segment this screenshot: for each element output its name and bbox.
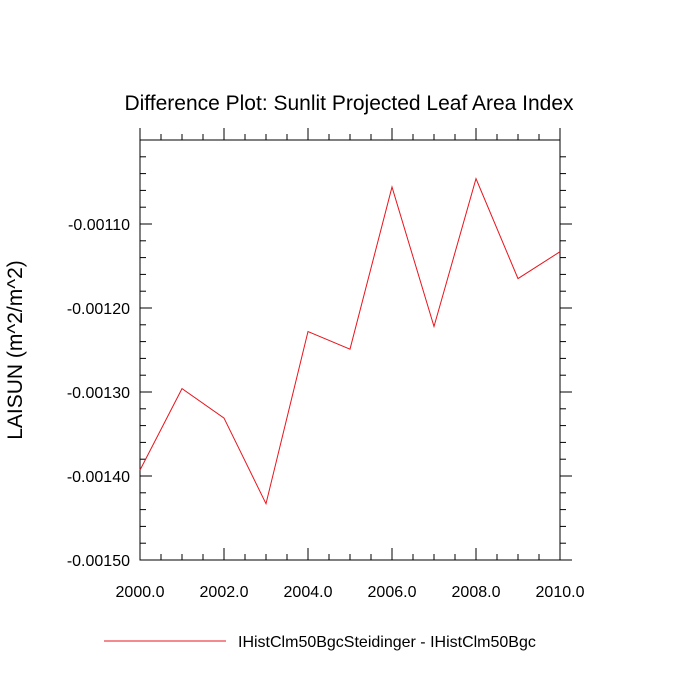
legend: IHistClm50BgcSteidinger - IHistClm50Bgc — [104, 634, 536, 651]
y-tick-label: -0.00150 — [67, 553, 130, 570]
y-axis-label: LAISUN (m^2/m^2) — [4, 260, 27, 440]
legend-label: IHistClm50BgcSteidinger - IHistClm50Bgc — [238, 634, 536, 651]
y-tick-label: -0.00110 — [68, 217, 130, 234]
x-tick-label: 2006.0 — [368, 584, 417, 601]
x-tick-label: 2010.0 — [536, 584, 585, 601]
x-tick-label: 2000.0 — [116, 584, 165, 601]
y-tick-label: -0.00140 — [67, 469, 130, 486]
series-line-0 — [139, 177, 561, 506]
x-tick-label: 2008.0 — [452, 584, 501, 601]
plot-frame — [139, 139, 561, 561]
y-tick-label: -0.00130 — [67, 385, 130, 402]
x-tick-label: 2004.0 — [284, 584, 333, 601]
series-layer — [139, 177, 561, 506]
y-tick-label: -0.00120 — [67, 301, 130, 318]
chart-title: Difference Plot: Sunlit Projected Leaf A… — [124, 92, 574, 115]
x-tick-label: 2002.0 — [200, 584, 249, 601]
axis-ticks: 2000.0 2002.0 2004.0 2006.0 2008.0 2010.0 -0.0… — [67, 128, 585, 601]
